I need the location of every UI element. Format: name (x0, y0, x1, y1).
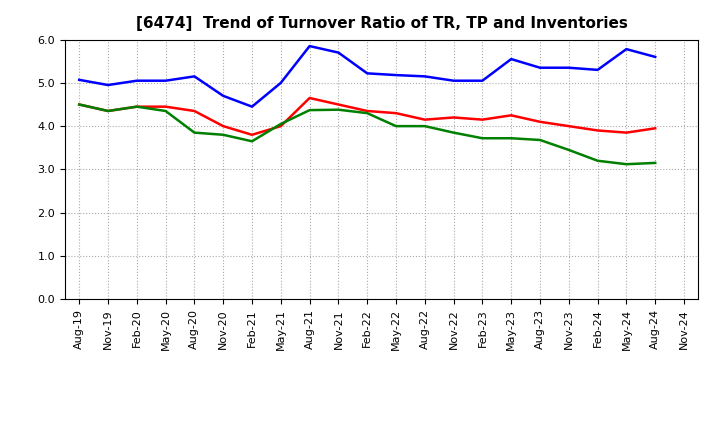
Trade Payables (190, 74, 199, 79)
Inventories (248, 139, 256, 144)
Title: [6474]  Trend of Turnover Ratio of TR, TP and Inventories: [6474] Trend of Turnover Ratio of TR, TP… (135, 16, 628, 32)
Trade Payables (219, 93, 228, 99)
Trade Payables (334, 50, 343, 55)
Trade Receivables (132, 104, 141, 109)
Line: Trade Receivables: Trade Receivables (79, 98, 655, 135)
Inventories (593, 158, 602, 163)
Inventories (334, 107, 343, 112)
Inventories (392, 124, 400, 129)
Trade Receivables (449, 115, 458, 120)
Inventories (276, 121, 285, 127)
Inventories (104, 108, 112, 114)
Trade Payables (248, 104, 256, 109)
Inventories (536, 137, 544, 143)
Trade Payables (622, 47, 631, 52)
Trade Payables (651, 54, 660, 59)
Trade Receivables (593, 128, 602, 133)
Trade Receivables (622, 130, 631, 135)
Trade Payables (305, 44, 314, 49)
Trade Receivables (248, 132, 256, 137)
Trade Receivables (392, 110, 400, 116)
Inventories (190, 130, 199, 135)
Trade Payables (75, 77, 84, 82)
Trade Receivables (507, 113, 516, 118)
Inventories (132, 104, 141, 109)
Trade Payables (132, 78, 141, 83)
Trade Payables (392, 73, 400, 78)
Trade Payables (161, 78, 170, 83)
Trade Receivables (564, 124, 573, 129)
Trade Receivables (190, 108, 199, 114)
Inventories (622, 161, 631, 167)
Trade Payables (363, 71, 372, 76)
Inventories (449, 130, 458, 135)
Trade Receivables (536, 119, 544, 125)
Trade Receivables (651, 126, 660, 131)
Trade Receivables (75, 102, 84, 107)
Trade Receivables (219, 124, 228, 129)
Inventories (161, 108, 170, 114)
Inventories (75, 102, 84, 107)
Trade Payables (276, 80, 285, 85)
Trade Payables (564, 65, 573, 70)
Trade Receivables (161, 104, 170, 109)
Inventories (507, 136, 516, 141)
Trade Receivables (305, 95, 314, 101)
Trade Receivables (276, 124, 285, 129)
Trade Receivables (420, 117, 429, 122)
Inventories (651, 160, 660, 165)
Inventories (219, 132, 228, 137)
Trade Payables (478, 78, 487, 83)
Trade Receivables (104, 108, 112, 114)
Trade Receivables (478, 117, 487, 122)
Trade Payables (593, 67, 602, 73)
Inventories (363, 110, 372, 116)
Inventories (420, 124, 429, 129)
Trade Payables (104, 82, 112, 88)
Trade Receivables (363, 108, 372, 114)
Inventories (305, 107, 314, 113)
Inventories (564, 147, 573, 153)
Trade Payables (449, 78, 458, 83)
Line: Trade Payables: Trade Payables (79, 46, 655, 106)
Trade Payables (507, 56, 516, 62)
Inventories (478, 136, 487, 141)
Line: Inventories: Inventories (79, 104, 655, 164)
Trade Receivables (334, 102, 343, 107)
Trade Payables (420, 74, 429, 79)
Trade Payables (536, 65, 544, 70)
